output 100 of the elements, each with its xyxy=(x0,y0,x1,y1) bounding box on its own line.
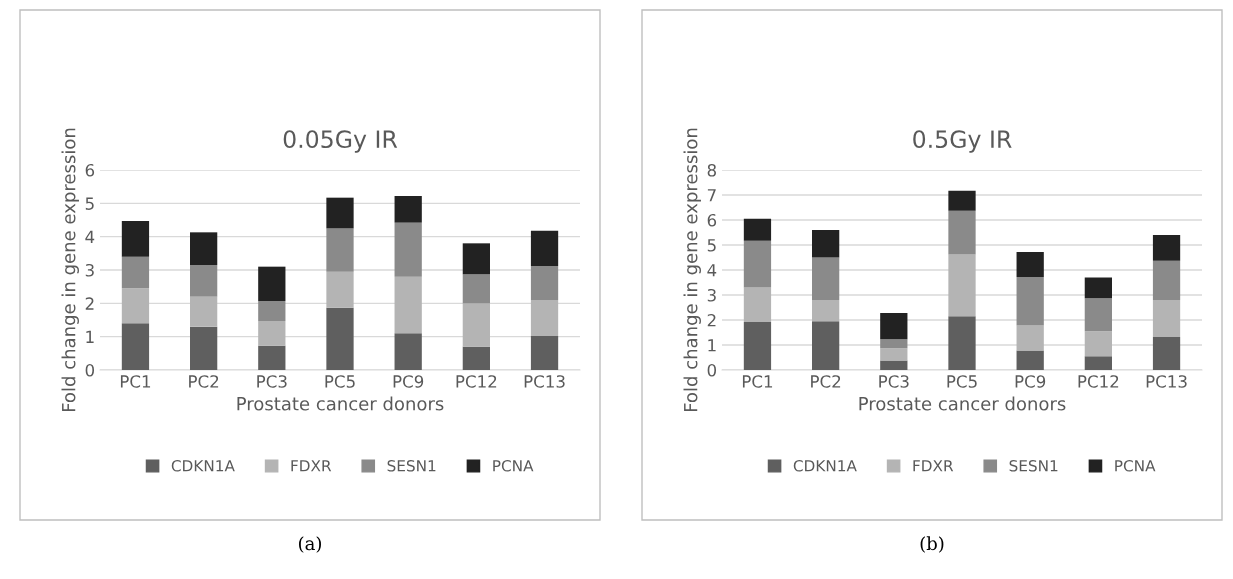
bar xyxy=(812,257,840,300)
bar xyxy=(948,316,976,370)
bar xyxy=(326,271,354,308)
bar xyxy=(258,266,286,301)
bar xyxy=(880,313,908,340)
text: (a) xyxy=(299,536,321,553)
legend-label: SESN1 xyxy=(387,460,436,472)
legend-label: SESN1 xyxy=(1009,460,1058,472)
bar xyxy=(1152,337,1181,370)
bar xyxy=(394,196,422,223)
bar xyxy=(326,307,354,370)
bar xyxy=(1016,277,1044,326)
y-tick-label: 5 xyxy=(85,197,94,210)
bar xyxy=(1152,260,1181,300)
bar xyxy=(1084,277,1112,299)
bar xyxy=(462,303,490,347)
bar xyxy=(1084,331,1112,357)
bar xyxy=(948,210,976,255)
bar xyxy=(258,345,286,370)
x-tick-label: PC3 xyxy=(879,375,909,388)
legend-label: PCNA xyxy=(493,460,534,472)
bar xyxy=(462,243,490,275)
legend-label: CDKN1A xyxy=(171,460,235,472)
bar xyxy=(812,321,840,370)
y-tick-label: 7 xyxy=(707,189,716,202)
bar xyxy=(121,256,150,289)
bar xyxy=(190,265,218,297)
x-axis-title: Prostate cancer donors xyxy=(859,396,1066,411)
bar xyxy=(1152,300,1181,337)
y-tick-label: 6 xyxy=(85,163,95,177)
x-tick-label: PC9 xyxy=(393,375,424,388)
bar xyxy=(190,232,218,265)
bar xyxy=(948,190,976,211)
bar xyxy=(880,339,908,349)
bar xyxy=(743,322,772,370)
y-axis-title: Fold change in gene expression xyxy=(683,128,701,412)
x-tick-label: PC1 xyxy=(120,375,151,388)
bar xyxy=(1152,235,1181,261)
bar xyxy=(394,222,422,277)
x-tick-label: PC13 xyxy=(1146,375,1187,388)
bar xyxy=(530,230,559,266)
y-tick-label: 3 xyxy=(85,263,94,277)
bar xyxy=(121,288,150,324)
bar xyxy=(530,300,559,336)
bar xyxy=(948,254,976,317)
chart-title: 0.5Gy IR xyxy=(913,130,1012,153)
y-tick-label: 4 xyxy=(707,264,717,277)
x-tick-label: PC2 xyxy=(189,375,219,388)
x-tick-label: PC12 xyxy=(456,375,497,388)
y-tick-label: 0 xyxy=(707,363,717,377)
y-tick-label: 2 xyxy=(85,297,94,310)
y-tick-label: 8 xyxy=(707,163,716,177)
bar xyxy=(190,326,218,370)
x-tick-label: PC5 xyxy=(325,375,355,388)
bar xyxy=(812,300,840,322)
y-tick-label: 3 xyxy=(707,288,716,302)
bar xyxy=(1016,252,1044,277)
bar xyxy=(530,266,559,300)
bar xyxy=(121,221,150,257)
y-axis-title: Fold change in gene expression xyxy=(61,128,79,412)
x-axis-title: Prostate cancer donors xyxy=(237,396,444,411)
x-tick-label: PC13 xyxy=(524,375,565,388)
x-tick-label: PC12 xyxy=(1078,375,1119,388)
bar xyxy=(880,360,908,370)
x-tick-label: PC9 xyxy=(1015,375,1046,388)
bar xyxy=(462,274,490,304)
bar xyxy=(530,336,559,370)
bar xyxy=(394,276,422,334)
bar xyxy=(880,348,908,361)
legend-label: FDXR xyxy=(291,460,332,472)
legend-label: FDXR xyxy=(913,460,954,472)
bar xyxy=(1016,325,1044,351)
bar xyxy=(462,346,490,370)
y-tick-label: 1 xyxy=(86,330,94,343)
bar xyxy=(1084,298,1112,332)
bar xyxy=(258,301,286,321)
bar xyxy=(394,333,422,370)
y-tick-label: 6 xyxy=(707,213,717,227)
bar xyxy=(1016,350,1044,370)
text: (b) xyxy=(920,536,944,553)
y-tick-label: 5 xyxy=(707,239,716,252)
legend-label: PCNA xyxy=(1115,460,1156,472)
chart-title: 0.05Gy IR xyxy=(283,130,398,153)
x-tick-label: PC5 xyxy=(947,375,977,388)
bar xyxy=(326,228,354,272)
bar xyxy=(1084,356,1112,370)
bar xyxy=(326,197,354,229)
bar xyxy=(743,218,772,241)
y-tick-label: 0 xyxy=(85,363,95,377)
y-tick-label: 4 xyxy=(85,230,95,243)
bar xyxy=(258,321,286,346)
bar xyxy=(743,287,772,322)
x-tick-label: PC2 xyxy=(811,375,841,388)
bar xyxy=(190,296,218,327)
legend-label: CDKN1A xyxy=(793,460,857,472)
x-tick-label: PC1 xyxy=(742,375,773,388)
bar xyxy=(743,240,772,288)
bar xyxy=(812,230,840,258)
y-tick-label: 1 xyxy=(708,339,716,352)
bar xyxy=(121,323,150,370)
